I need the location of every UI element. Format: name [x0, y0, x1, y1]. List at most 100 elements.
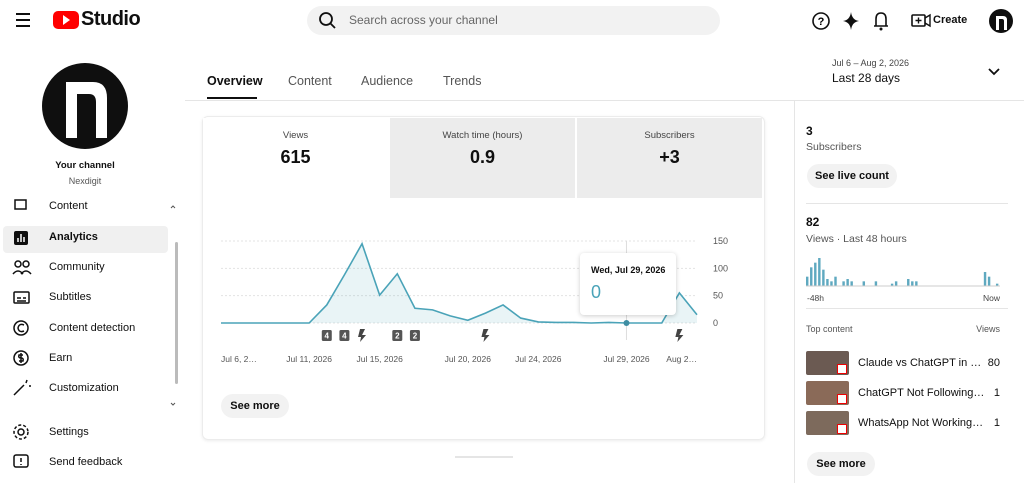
bar [983, 272, 987, 286]
date-range[interactable]: Jul 6 – Aug 2, 2026 [832, 58, 910, 68]
overview-card [202, 116, 765, 440]
video-views: 1 [993, 387, 1000, 399]
x-tick-label: Jul 24, 2026 [515, 354, 562, 364]
upload-count: 2 [413, 332, 418, 341]
bar [822, 269, 825, 286]
x-tick-label: -48h [807, 293, 824, 303]
upload-badge[interactable] [409, 330, 420, 341]
metric-value: 0.9 [469, 147, 496, 167]
nav-item[interactable]: Settings [49, 426, 89, 438]
channel-name: Nexdigit [68, 176, 102, 186]
tab[interactable]: Content [288, 74, 332, 88]
video-views: 80 [987, 357, 1000, 369]
views-header: Views [976, 324, 1000, 334]
nav-item[interactable]: Earn [49, 352, 73, 364]
metric-card[interactable]: Views 615 [203, 118, 388, 198]
bar [830, 281, 833, 286]
video-title[interactable]: ChatGPT Not Following… [858, 387, 985, 399]
bar [826, 279, 829, 286]
y-tick-label: 0 [713, 318, 718, 328]
tab[interactable]: Overview [207, 74, 263, 88]
bar [806, 276, 809, 286]
nav-item[interactable]: Analytics [49, 231, 98, 243]
bar [907, 279, 910, 286]
bar [915, 281, 918, 286]
nav-item[interactable]: Content [49, 200, 88, 212]
x-tick-label: Jul 29, 2026 [603, 354, 650, 364]
search-box[interactable]: Search across your channel [349, 13, 498, 27]
bar [846, 279, 849, 286]
bar [987, 276, 991, 286]
nav-item[interactable]: Send feedback [49, 456, 123, 468]
tab[interactable]: Trends [443, 74, 482, 88]
metric-card[interactable]: Watch time (hours) 0.9 [390, 118, 575, 198]
bar [862, 281, 866, 286]
live-count-button[interactable]: See live count [807, 164, 897, 188]
upload-badge[interactable] [392, 330, 403, 341]
see-more-button[interactable]: See more [221, 394, 289, 418]
bar [842, 281, 845, 286]
divider [806, 203, 1008, 204]
subscriber-label: Subscribers [806, 141, 862, 153]
nav-item[interactable]: Subtitles [49, 291, 92, 303]
bar [818, 258, 821, 286]
tooltip: Wed, Jul 29, 2026 0 [580, 253, 676, 315]
shorts-badge [837, 394, 847, 404]
x-tick-label: Jul 15, 2026 [357, 354, 404, 364]
nav-item[interactable]: Content detection [49, 322, 136, 334]
x-tick-label: Aug 2… [666, 354, 697, 364]
nav-item[interactable]: Community [49, 261, 105, 273]
panel-divider [794, 100, 795, 483]
y-tick-label: 50 [713, 291, 723, 301]
bar [850, 281, 853, 286]
y-tick-label: 100 [713, 263, 728, 273]
x-tick-label: Jul 6, 2… [221, 354, 257, 364]
shorts-badge [837, 364, 847, 374]
video-title[interactable]: WhatsApp Not Working… [858, 417, 984, 429]
top-content-label: Top content [806, 324, 853, 334]
tab[interactable]: Audience [361, 74, 414, 88]
tooltip-date: Wed, Jul 29, 2026 [591, 265, 666, 275]
shorts-icon[interactable] [675, 329, 684, 342]
shorts-badge [837, 424, 847, 434]
upload-badge[interactable] [339, 330, 350, 341]
metric-label: Watch time (hours) [442, 130, 523, 141]
metric-value: 615 [280, 147, 311, 167]
bar [814, 262, 817, 286]
svg-text:?: ? [818, 16, 825, 28]
upload-count: 2 [395, 332, 400, 341]
date-label[interactable]: Last 28 days [832, 71, 901, 85]
view-count: 82 [806, 215, 820, 229]
bar [810, 267, 813, 286]
dropdown-icon[interactable] [986, 66, 1002, 78]
nav-item[interactable]: Customization [49, 382, 119, 394]
y-tick-label: 150 [713, 236, 728, 246]
metric-label: Views [282, 130, 309, 141]
sidebar-icons [3, 63, 178, 468]
x-tick-label: Jul 11, 2026 [286, 354, 332, 364]
x-tick-label: Jul 20, 2026 [445, 354, 492, 364]
upload-count: 4 [342, 332, 347, 341]
create-button[interactable]: Create [933, 14, 968, 26]
x-tick-label: Now [983, 293, 1001, 303]
line [221, 241, 698, 324]
logo-text: Studio [81, 8, 141, 30]
hover-point [623, 320, 630, 326]
bar [890, 283, 894, 286]
tooltip-value: 0 [591, 282, 602, 302]
header-icons: ? [16, 6, 1013, 35]
metric-value: +3 [659, 147, 680, 167]
channel-label: Your channel [55, 160, 115, 171]
see-more-button[interactable]: See more [807, 452, 875, 476]
views-label: Views · Last 48 hours [806, 233, 907, 245]
area [221, 243, 697, 323]
upload-count: 4 [325, 332, 330, 341]
divider [806, 308, 1008, 309]
shorts-icon[interactable] [358, 329, 367, 342]
upload-badge[interactable] [321, 330, 332, 341]
metric-card[interactable]: Subscribers +3 [577, 118, 762, 198]
video-title[interactable]: Claude vs ChatGPT in … [858, 357, 982, 369]
shorts-icon[interactable] [481, 329, 490, 342]
